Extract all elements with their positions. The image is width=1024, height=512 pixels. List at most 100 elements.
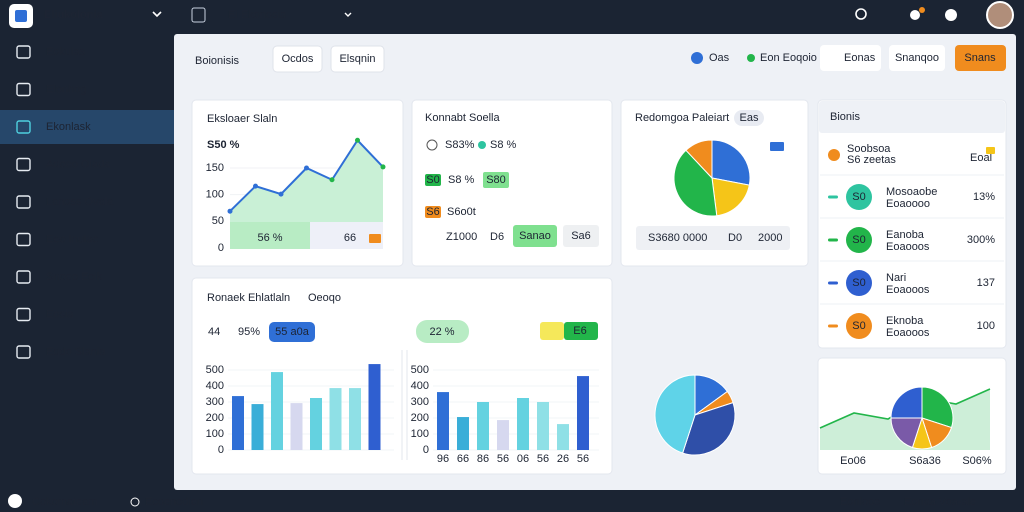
sidebar-item[interactable]: Eeo Inulac [46,233,98,245]
row-pill [513,225,557,247]
mini-label: S6a36 [909,455,941,467]
card-subtitle: Oeoqo [308,292,341,304]
point [329,177,335,183]
bar [290,403,303,450]
chevron [152,11,162,18]
card-title: Konnabt Soella [425,112,500,124]
filter-icon [691,52,703,64]
sidebar-item[interactable]: Eqdo Slania [46,346,106,358]
avatar[interactable] [986,1,1014,29]
footer-bar [0,490,1024,512]
list-icon [828,149,840,161]
sidebar-active [0,110,174,144]
sidebar-icon [16,307,31,322]
footer-text: Ecoenodien [145,496,203,508]
footer-text[interactable]: Cokomateam [32,496,97,508]
app-name[interactable]: Eliukolonia [44,9,104,21]
header-button-label: Elsqnin [339,53,375,65]
kpi-pill-label: E6 [573,325,586,337]
row-pill-label: Sanao [519,230,551,242]
list-value: 13% [973,191,995,203]
row-text: S6o0t [447,206,476,218]
kpi-secondary: 95% [238,326,260,338]
list-dash [828,238,838,242]
list-badge: S0 [852,191,865,203]
pie-footer-text: S3680 0000 [648,232,707,244]
action-button[interactable] [955,45,1006,71]
settings-icon[interactable] [945,9,957,21]
logo-mark [15,10,27,22]
footer-text: Eonlooe [840,496,880,508]
badge [734,110,764,126]
user-icon[interactable] [855,8,867,20]
point [227,208,233,214]
sidebar-item[interactable]: Elonhog [46,83,86,95]
x-tick-label: 56 [577,453,589,465]
point [380,164,386,170]
x-tick-label: 06 [517,453,529,465]
row-pill [483,172,509,188]
point [278,191,284,197]
x-tick-label: 86 [477,453,489,465]
filter-button[interactable] [889,45,945,71]
list-dash [828,195,838,199]
pie-slice [921,386,954,429]
sidebar-item[interactable]: Ekonlask [46,121,91,133]
row-pill-label: S80 [486,174,506,186]
pie-slice [654,374,696,454]
row-pill-label: Sa6 [571,230,591,242]
workspace-icon [191,7,206,23]
sidebar-item[interactable]: Eosia [46,308,74,320]
chevron [344,12,352,17]
notify-dot [919,7,925,13]
header-button[interactable] [330,45,385,73]
row-badge-label: S0 [426,174,439,186]
y-tick-label: 0 [218,444,224,456]
list-name: Nari [886,272,906,284]
bar [271,372,283,450]
y-tick-label: 150 [206,162,224,174]
sidebar-icon [16,195,31,209]
row-text: S8 % [490,139,517,151]
filter[interactable]: Eon Eoqoio [760,52,817,64]
list-tag: Eoal [970,152,992,164]
list-dash [828,324,838,328]
y-tick-label: 500 [411,364,429,376]
kpi: S50 % [207,139,240,151]
pie-slice [890,417,923,449]
legend-chip [770,142,784,151]
filter[interactable]: Oas [709,52,730,64]
workspace-name[interactable]: Ei Ekonosia [228,9,287,21]
x-tick-label: 56 [497,453,509,465]
filter: Snanqoo [895,52,939,64]
row-text: S83% [445,139,475,151]
header-button[interactable] [272,45,323,73]
sidebar-item[interactable]: Lanoss Ovala [46,196,114,208]
list-avatar [846,270,872,296]
list-header [819,101,1005,133]
pie-slice [711,139,751,186]
pie-slice [890,386,923,419]
pie-slice [682,402,736,456]
y-tick-label: 0 [423,444,429,456]
card-title: Redomgoa Paleiart [635,112,729,124]
y-tick-label: 300 [206,396,224,408]
sidebar-item[interactable]: Snoeo Eoik [46,271,103,283]
y-tick-label: 100 [206,428,224,440]
row-icon [426,139,438,151]
sidebar-item[interactable]: Adoeo Oiada [46,158,111,170]
y-tick-label: 400 [206,380,224,392]
point [355,137,360,143]
filter-button[interactable] [820,45,881,71]
sidebar-item[interactable]: Eokulas [46,46,86,58]
row-text: S8 % [448,174,475,186]
footer-badge [369,234,381,243]
notify-icon[interactable] [910,10,920,20]
kpi: 44 [208,326,220,338]
bar [368,364,381,450]
badge-label: Eas [740,112,759,124]
row-badge-label: S6 [426,206,439,218]
x-tick-label: 66 [457,453,469,465]
